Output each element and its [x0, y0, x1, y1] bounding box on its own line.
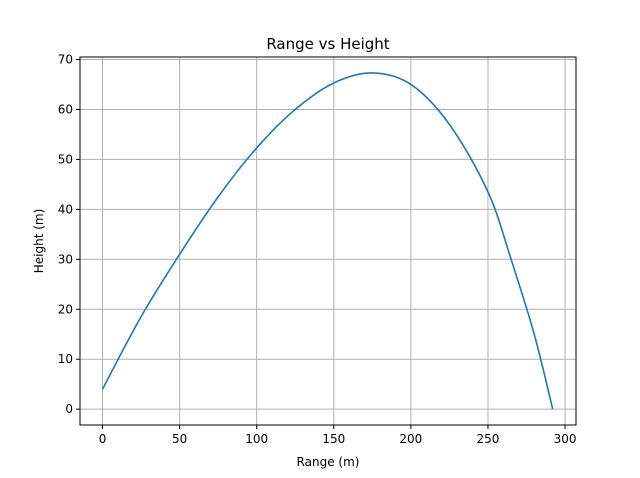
series-layer — [101, 72, 554, 410]
series-line — [101, 72, 554, 410]
y-axis-ticks: 0 10 20 30 40 50 60 70 — [58, 52, 80, 416]
grid — [80, 57, 576, 425]
x-tick-label: 100 — [245, 432, 268, 446]
y-tick-label: 30 — [58, 252, 73, 266]
x-tick-label: 300 — [554, 432, 577, 446]
chart-title: Range vs Height — [266, 35, 389, 53]
x-tick-label: 0 — [99, 432, 107, 446]
y-tick-label: 0 — [65, 402, 73, 416]
x-axis-ticks: 0 50 100 150 200 250 300 — [99, 425, 577, 446]
x-axis-label: Range (m) — [297, 455, 360, 469]
y-tick-label: 40 — [58, 202, 73, 216]
x-tick-label: 200 — [399, 432, 422, 446]
x-tick-label: 150 — [322, 432, 345, 446]
plot-frame — [79, 56, 577, 426]
y-tick-label: 70 — [58, 52, 73, 66]
x-tick-label: 250 — [477, 432, 500, 446]
y-tick-label: 50 — [58, 152, 73, 166]
y-axis-label: Height (m) — [32, 209, 46, 274]
y-tick-label: 60 — [58, 102, 73, 116]
y-tick-label: 10 — [58, 352, 73, 366]
y-tick-label: 20 — [58, 302, 73, 316]
x-tick-label: 50 — [172, 432, 187, 446]
